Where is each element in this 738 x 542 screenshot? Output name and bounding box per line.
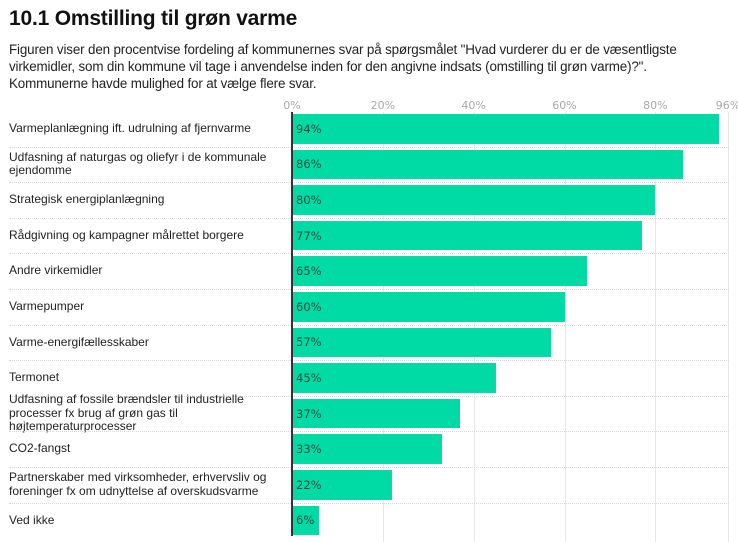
x-tick-label: 96% bbox=[715, 99, 738, 112]
category-label: Varmeplanlægning ift. udrulning af fjern… bbox=[9, 121, 251, 136]
row-separator bbox=[9, 289, 729, 290]
bar-value-label: 80% bbox=[296, 192, 322, 207]
x-gridline bbox=[383, 112, 384, 542]
row-separator bbox=[9, 467, 729, 468]
bar-value-label: 22% bbox=[296, 477, 322, 492]
bar bbox=[292, 220, 642, 251]
bar-value-label: 94% bbox=[296, 121, 322, 136]
bar-value-label: 86% bbox=[296, 157, 322, 172]
category-label: Varmepumper bbox=[9, 299, 85, 314]
category-label: Varme-energifællesskaber bbox=[9, 334, 149, 349]
row-separator bbox=[9, 218, 729, 219]
bar-value-label: 77% bbox=[296, 228, 322, 243]
row-separator bbox=[9, 253, 729, 254]
bar-value-label: 45% bbox=[296, 370, 322, 385]
bar bbox=[292, 292, 565, 322]
category-label: Udfasning af naturgas og oliefyr i de ko… bbox=[9, 149, 267, 178]
category-label: Termonet bbox=[9, 370, 60, 385]
bar-value-label: 60% bbox=[296, 299, 322, 314]
bar bbox=[292, 149, 683, 180]
category-label: Andre virkemidler bbox=[9, 263, 103, 278]
category-label: Strategisk energiplanlægning bbox=[9, 192, 165, 207]
row-separator bbox=[9, 147, 729, 148]
row-separator bbox=[9, 325, 729, 326]
x-tick-label: 60% bbox=[552, 99, 577, 112]
x-tick-label: 20% bbox=[370, 99, 396, 112]
bar bbox=[292, 363, 497, 393]
bar bbox=[292, 256, 588, 286]
x-tick-label: 40% bbox=[461, 99, 486, 112]
category-label: Udfasning af fossile brændsler til indus… bbox=[9, 392, 244, 434]
bar bbox=[292, 114, 719, 144]
category-label: Partnerskaber med virksomheder, erhvervs… bbox=[9, 470, 267, 498]
row-separator bbox=[9, 182, 729, 183]
x-gridline bbox=[565, 112, 566, 542]
chart-title: 10.1 Omstilling til grøn varme bbox=[9, 7, 298, 30]
bar-value-label: 57% bbox=[296, 335, 322, 350]
bar bbox=[292, 398, 461, 429]
x-gridline bbox=[728, 112, 729, 542]
x-tick-label: 80% bbox=[643, 99, 668, 112]
bar-value-label: 37% bbox=[296, 406, 322, 421]
category-label: Ved ikke bbox=[9, 512, 55, 527]
category-label: CO2-fangst bbox=[9, 441, 71, 456]
x-gridline bbox=[655, 112, 656, 542]
x-gridline bbox=[474, 112, 475, 542]
row-separator bbox=[9, 396, 729, 397]
bar-value-label: 33% bbox=[296, 442, 322, 457]
row-separator bbox=[9, 503, 729, 504]
category-label: Rådgivning og kampagner målrettet borger… bbox=[9, 227, 244, 242]
bar bbox=[292, 327, 551, 358]
x-tick-label: 0% bbox=[283, 99, 301, 112]
bar-value-label: 65% bbox=[296, 264, 322, 279]
y-axis-line bbox=[291, 112, 293, 536]
bar bbox=[292, 434, 442, 464]
row-separator bbox=[9, 360, 729, 361]
bar-value-label: 6% bbox=[296, 513, 315, 528]
chart-subtitle: Figuren viser den procentvise fordeling … bbox=[9, 42, 677, 91]
row-separator bbox=[9, 431, 729, 432]
bar bbox=[292, 185, 656, 215]
